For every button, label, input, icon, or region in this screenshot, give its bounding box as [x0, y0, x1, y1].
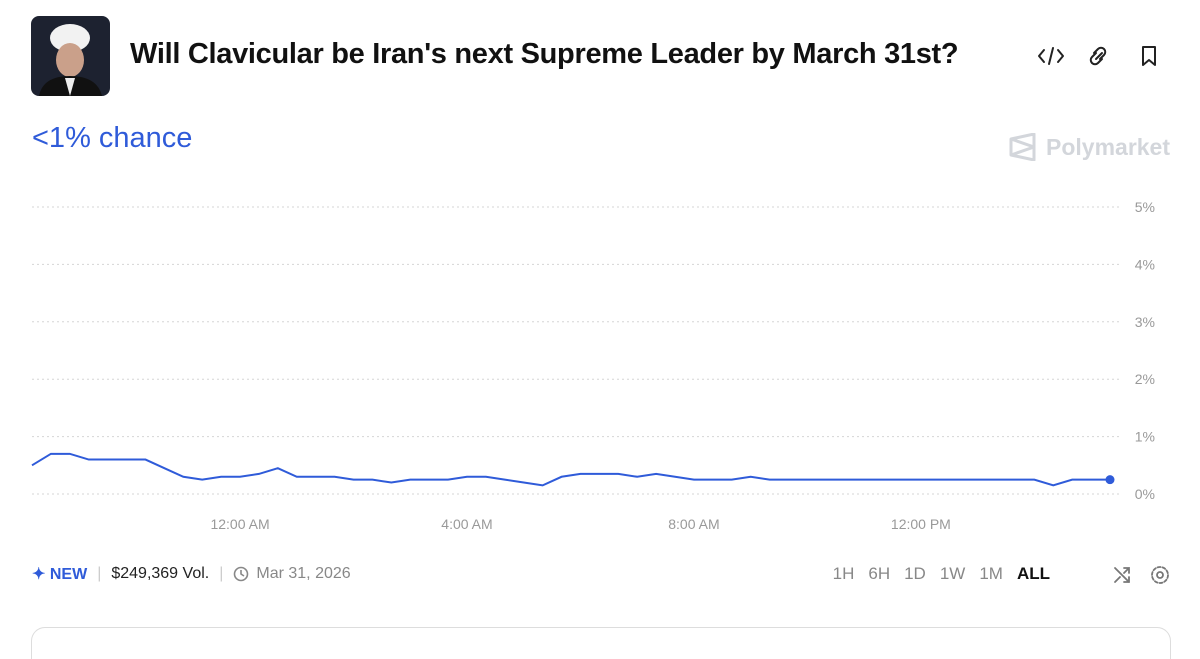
timeframe-button[interactable]: 1H	[832, 564, 855, 583]
y-tick-label: 2%	[1135, 371, 1155, 387]
timeframe-button[interactable]: 1D	[904, 564, 926, 583]
y-tick-label: 3%	[1135, 314, 1155, 330]
clock-icon	[234, 566, 249, 582]
y-tick-label: 5%	[1135, 199, 1155, 215]
timeframe-button[interactable]: 1M	[979, 564, 1003, 583]
x-tick-label: 4:00 AM	[441, 516, 492, 532]
brand-logo	[1009, 133, 1036, 161]
market-title: Will Clavicular be Iran's next Supreme L…	[130, 38, 959, 70]
card	[31, 627, 1171, 659]
end-date: Mar 31, 2026	[256, 565, 351, 582]
y-tick-label: 0%	[1135, 486, 1155, 502]
x-tick-label: 12:00 AM	[210, 516, 269, 532]
y-tick-label: 4%	[1135, 256, 1155, 272]
chart: 0% 1% 2% 3% 4% 5% 12:00 AM 4:00 AM 8:00 AM 12:00 …	[31, 199, 1155, 532]
footer-info: ✦ NEW | $249,369 Vol. | Mar 31, 2026	[32, 565, 351, 583]
header-actions	[1038, 46, 1156, 66]
bookmark-button[interactable]	[1142, 46, 1156, 66]
embed-button[interactable]	[1038, 47, 1064, 65]
y-tick-label: 1%	[1135, 429, 1155, 445]
new-label: NEW	[49, 566, 88, 583]
timeframe-button[interactable]: 1W	[939, 564, 966, 583]
volume: $249,369 Vol.	[111, 565, 210, 582]
timeframe-button[interactable]: ALL	[1016, 564, 1050, 583]
timeframes: 1H 6H 1D 1W 1M ALL	[833, 564, 1050, 584]
chance-label: <1% chance	[32, 122, 193, 154]
settings-button[interactable]	[1156, 571, 1164, 579]
x-tick-label: 8:00 AM	[668, 516, 719, 532]
chart-controls	[1114, 566, 1169, 584]
x-tick-label: 12:00 PM	[891, 516, 951, 532]
avatar	[31, 16, 110, 96]
new-badge: ✦ NEW	[32, 566, 88, 583]
brand-name: Polymarket	[1046, 134, 1171, 160]
last-point	[1105, 475, 1115, 485]
timeframe-button[interactable]: 6H	[868, 564, 891, 583]
price-line	[31, 452, 1110, 487]
shuffle-button[interactable]	[1114, 567, 1130, 583]
link-button[interactable]	[1089, 46, 1107, 66]
